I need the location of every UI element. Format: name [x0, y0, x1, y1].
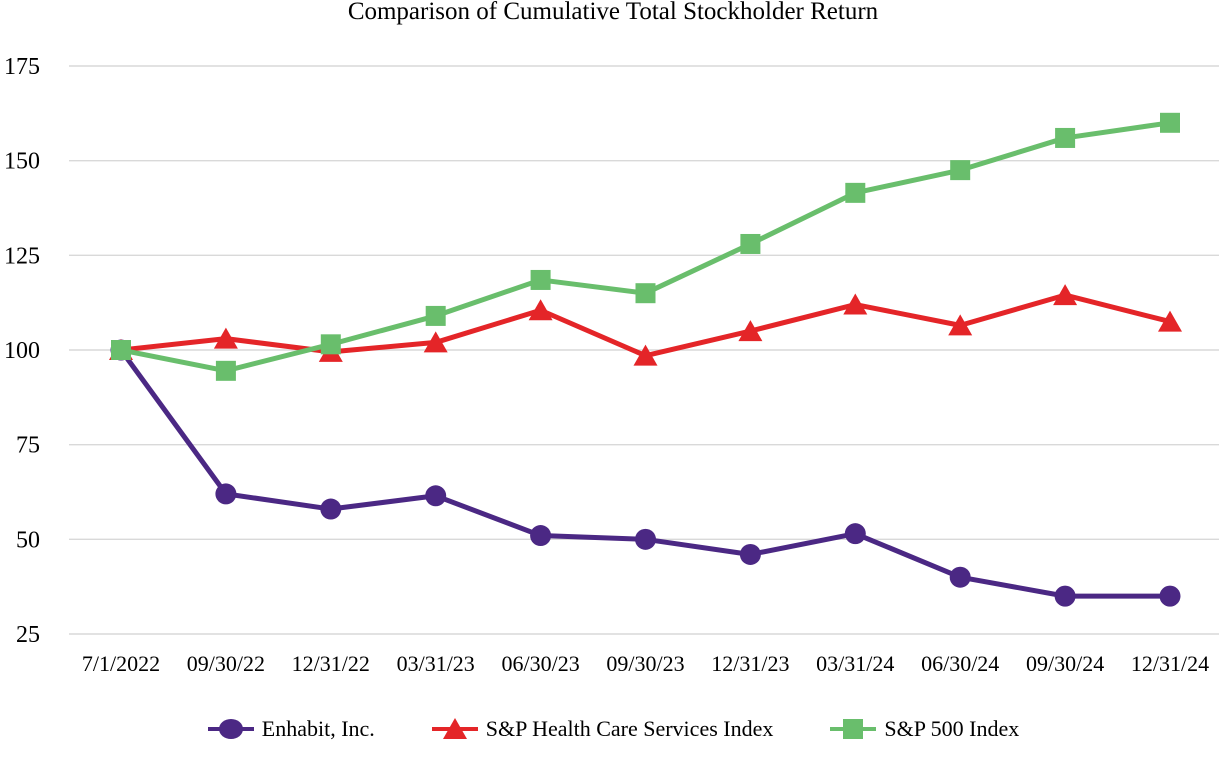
series-1-point — [213, 327, 238, 349]
legend-label-sp-health-care: S&P Health Care Services Index — [485, 716, 774, 741]
series-2-point — [530, 269, 551, 290]
stockholder-return-line-chart: 25 50 75 100 125 150 175 7/1/2022 09/30/22 12/31/… — [4, 54, 1219, 676]
series-2-point — [425, 305, 446, 326]
x-axis-tick-label: 12/31/23 — [711, 651, 789, 676]
legend-label-sp500: S&P 500 Index — [884, 716, 1020, 741]
legend-label-enhabit: Enhabit, Inc. — [261, 716, 375, 741]
x-axis-tick-label: 7/1/2022 — [82, 651, 160, 676]
series-2-point — [215, 360, 236, 381]
x-axis-tick-label: 09/30/22 — [187, 651, 265, 676]
sp500-square-marker-icon — [829, 716, 877, 742]
series-2-point — [111, 340, 131, 360]
series-0-point — [1054, 585, 1076, 607]
series-1-point — [633, 344, 658, 366]
series-1-point — [1053, 284, 1078, 306]
series-0-point — [949, 566, 971, 588]
x-axis-tick-label: 06/30/24 — [921, 651, 999, 676]
enhabit-circle-marker-icon — [207, 716, 255, 742]
x-axis-tick-label: 09/30/24 — [1026, 651, 1104, 676]
x-axis-tick-label: 03/31/23 — [397, 651, 475, 676]
series-2-point — [1055, 127, 1076, 148]
series-0-point — [1159, 585, 1181, 607]
series-2-point — [320, 334, 341, 355]
series-2-point — [740, 233, 761, 254]
x-axis-tick-label: 12/31/22 — [292, 651, 370, 676]
x-axis-tick-label: 12/31/24 — [1131, 651, 1209, 676]
y-axis-tick-label: 175 — [4, 54, 40, 80]
series-1-point — [843, 293, 868, 315]
series-1-point — [948, 314, 973, 336]
y-axis-tick-label: 125 — [4, 243, 40, 269]
series-0-point — [739, 543, 761, 565]
series-0-point — [215, 483, 237, 505]
chart-title: Comparison of Cumulative Total Stockhold… — [347, 0, 879, 25]
y-axis-tick-label: 150 — [4, 149, 40, 175]
legend-item-sp500: S&P 500 Index — [829, 716, 1019, 742]
series-1-point — [528, 299, 553, 321]
series-2-point — [950, 160, 971, 181]
y-axis-tick-label: 100 — [4, 338, 40, 364]
legend-item-enhabit: Enhabit, Inc. — [207, 716, 375, 742]
sp-health-care-triangle-marker-icon — [431, 716, 479, 742]
series-1-point — [423, 331, 448, 353]
legend-item-sp-health-care: S&P Health Care Services Index — [431, 716, 774, 742]
series-0-point — [530, 525, 552, 547]
series-0-point — [844, 523, 866, 545]
series-0-point — [320, 498, 342, 520]
series-2-point — [845, 182, 866, 203]
y-axis-tick-label: 50 — [16, 527, 40, 553]
series-1-point — [738, 320, 763, 342]
series-2-point — [635, 283, 656, 304]
x-axis-tick-label: 03/31/24 — [816, 651, 894, 676]
series-2-point — [1160, 112, 1180, 133]
series-0-line — [118, 348, 1170, 599]
series-0-point — [425, 485, 447, 507]
y-axis-tick-label: 75 — [16, 433, 40, 459]
series-1-point — [1158, 310, 1182, 332]
y-axis-tick-label: 25 — [16, 622, 40, 648]
x-axis-tick-label: 09/30/23 — [606, 651, 684, 676]
chart-legend: Enhabit, Inc. S&P Health Care Services I… — [0, 716, 1226, 742]
x-axis-tick-label: 06/30/23 — [501, 651, 579, 676]
series-0-point — [635, 528, 656, 550]
